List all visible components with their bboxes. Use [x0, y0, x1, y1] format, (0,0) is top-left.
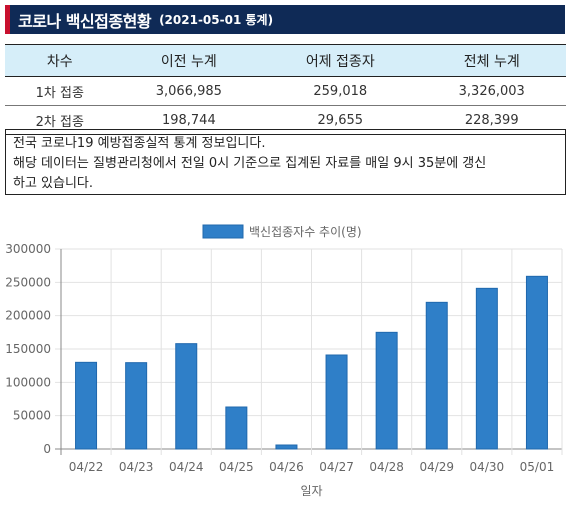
x-tick-label: 04/27 [319, 460, 354, 474]
bar [75, 361, 98, 450]
y-tick-label: 100000 [5, 375, 51, 389]
bar [425, 301, 448, 450]
x-tick-label: 04/25 [219, 460, 254, 474]
x-tick-label: 04/29 [419, 460, 454, 474]
page-subtitle: (2021-05-01 통계) [159, 13, 274, 27]
bar [175, 343, 198, 450]
x-tick-label: 04/24 [169, 460, 204, 474]
vaccination-trend-chart: 0 50000 100000 150000 200000 250000 300000 04/2… [5, 224, 563, 498]
legend-swatch [202, 224, 244, 239]
y-tick-label: 0 [43, 442, 51, 456]
column-header-total: 전체 누계 [417, 44, 566, 77]
table-row: 2차 접종 198,744 29,655 228,399 [5, 105, 566, 135]
table-cell: 228,399 [417, 105, 566, 135]
column-header-yesterday: 어제 접종자 [263, 44, 418, 77]
y-tick-label: 300000 [5, 242, 51, 256]
bar [225, 406, 248, 450]
y-tick-label: 200000 [5, 309, 51, 323]
bar [275, 444, 298, 450]
table-cell: 198,744 [114, 105, 264, 135]
legend-label: 백신접종자수 추이(명) [249, 225, 362, 239]
note-line: 전국 코로나19 예방접종실적 통계 정보입니다. [13, 136, 266, 151]
table-cell: 2차 접종 [5, 105, 115, 135]
x-tick-label: 04/30 [470, 460, 505, 474]
bar [475, 287, 498, 450]
x-tick-label: 04/23 [119, 460, 154, 474]
table-cell: 3,326,003 [417, 76, 566, 106]
info-note: 전국 코로나19 예방접종실적 통계 정보입니다. 해당 데이터는 질병관리청에… [5, 129, 566, 195]
table-cell: 3,066,985 [114, 76, 264, 106]
column-header-previous-total: 이전 누계 [114, 44, 264, 77]
column-header-dose: 차수 [5, 44, 115, 77]
y-tick-label: 250000 [5, 275, 51, 289]
x-axis-title: 일자 [300, 484, 322, 498]
note-line: 해당 데이터는 질병관리청에서 전일 0시 기준으로 집계된 자료를 매일 9시… [13, 156, 487, 171]
y-tick-label: 150000 [5, 342, 51, 356]
x-tick-label: 04/28 [369, 460, 404, 474]
bar [325, 354, 348, 450]
bar [375, 331, 398, 450]
x-tick-label: 04/26 [269, 460, 304, 474]
x-tick-label: 04/22 [69, 460, 104, 474]
table-cell: 29,655 [263, 105, 418, 135]
table-cell: 259,018 [263, 76, 418, 106]
x-tick-label: 05/01 [520, 460, 555, 474]
table-cell: 1차 접종 [5, 76, 115, 106]
page-title: 코로나 백신접종현황 [18, 11, 152, 31]
table-header-row: 차수 이전 누계 어제 접종자 전체 누계 [5, 44, 566, 77]
bar [525, 275, 548, 450]
bar [125, 362, 148, 450]
table-row: 1차 접종 3,066,985 259,018 3,326,003 [5, 76, 566, 106]
note-line: 하고 있습니다. [13, 176, 94, 191]
page-header: 코로나 백신접종현황 (2021-05-01 통계) [5, 5, 565, 34]
y-tick-label: 50000 [13, 409, 51, 423]
vaccination-stats-table: 차수 이전 누계 어제 접종자 전체 누계 1차 접종 3,066,985 25… [5, 44, 566, 135]
